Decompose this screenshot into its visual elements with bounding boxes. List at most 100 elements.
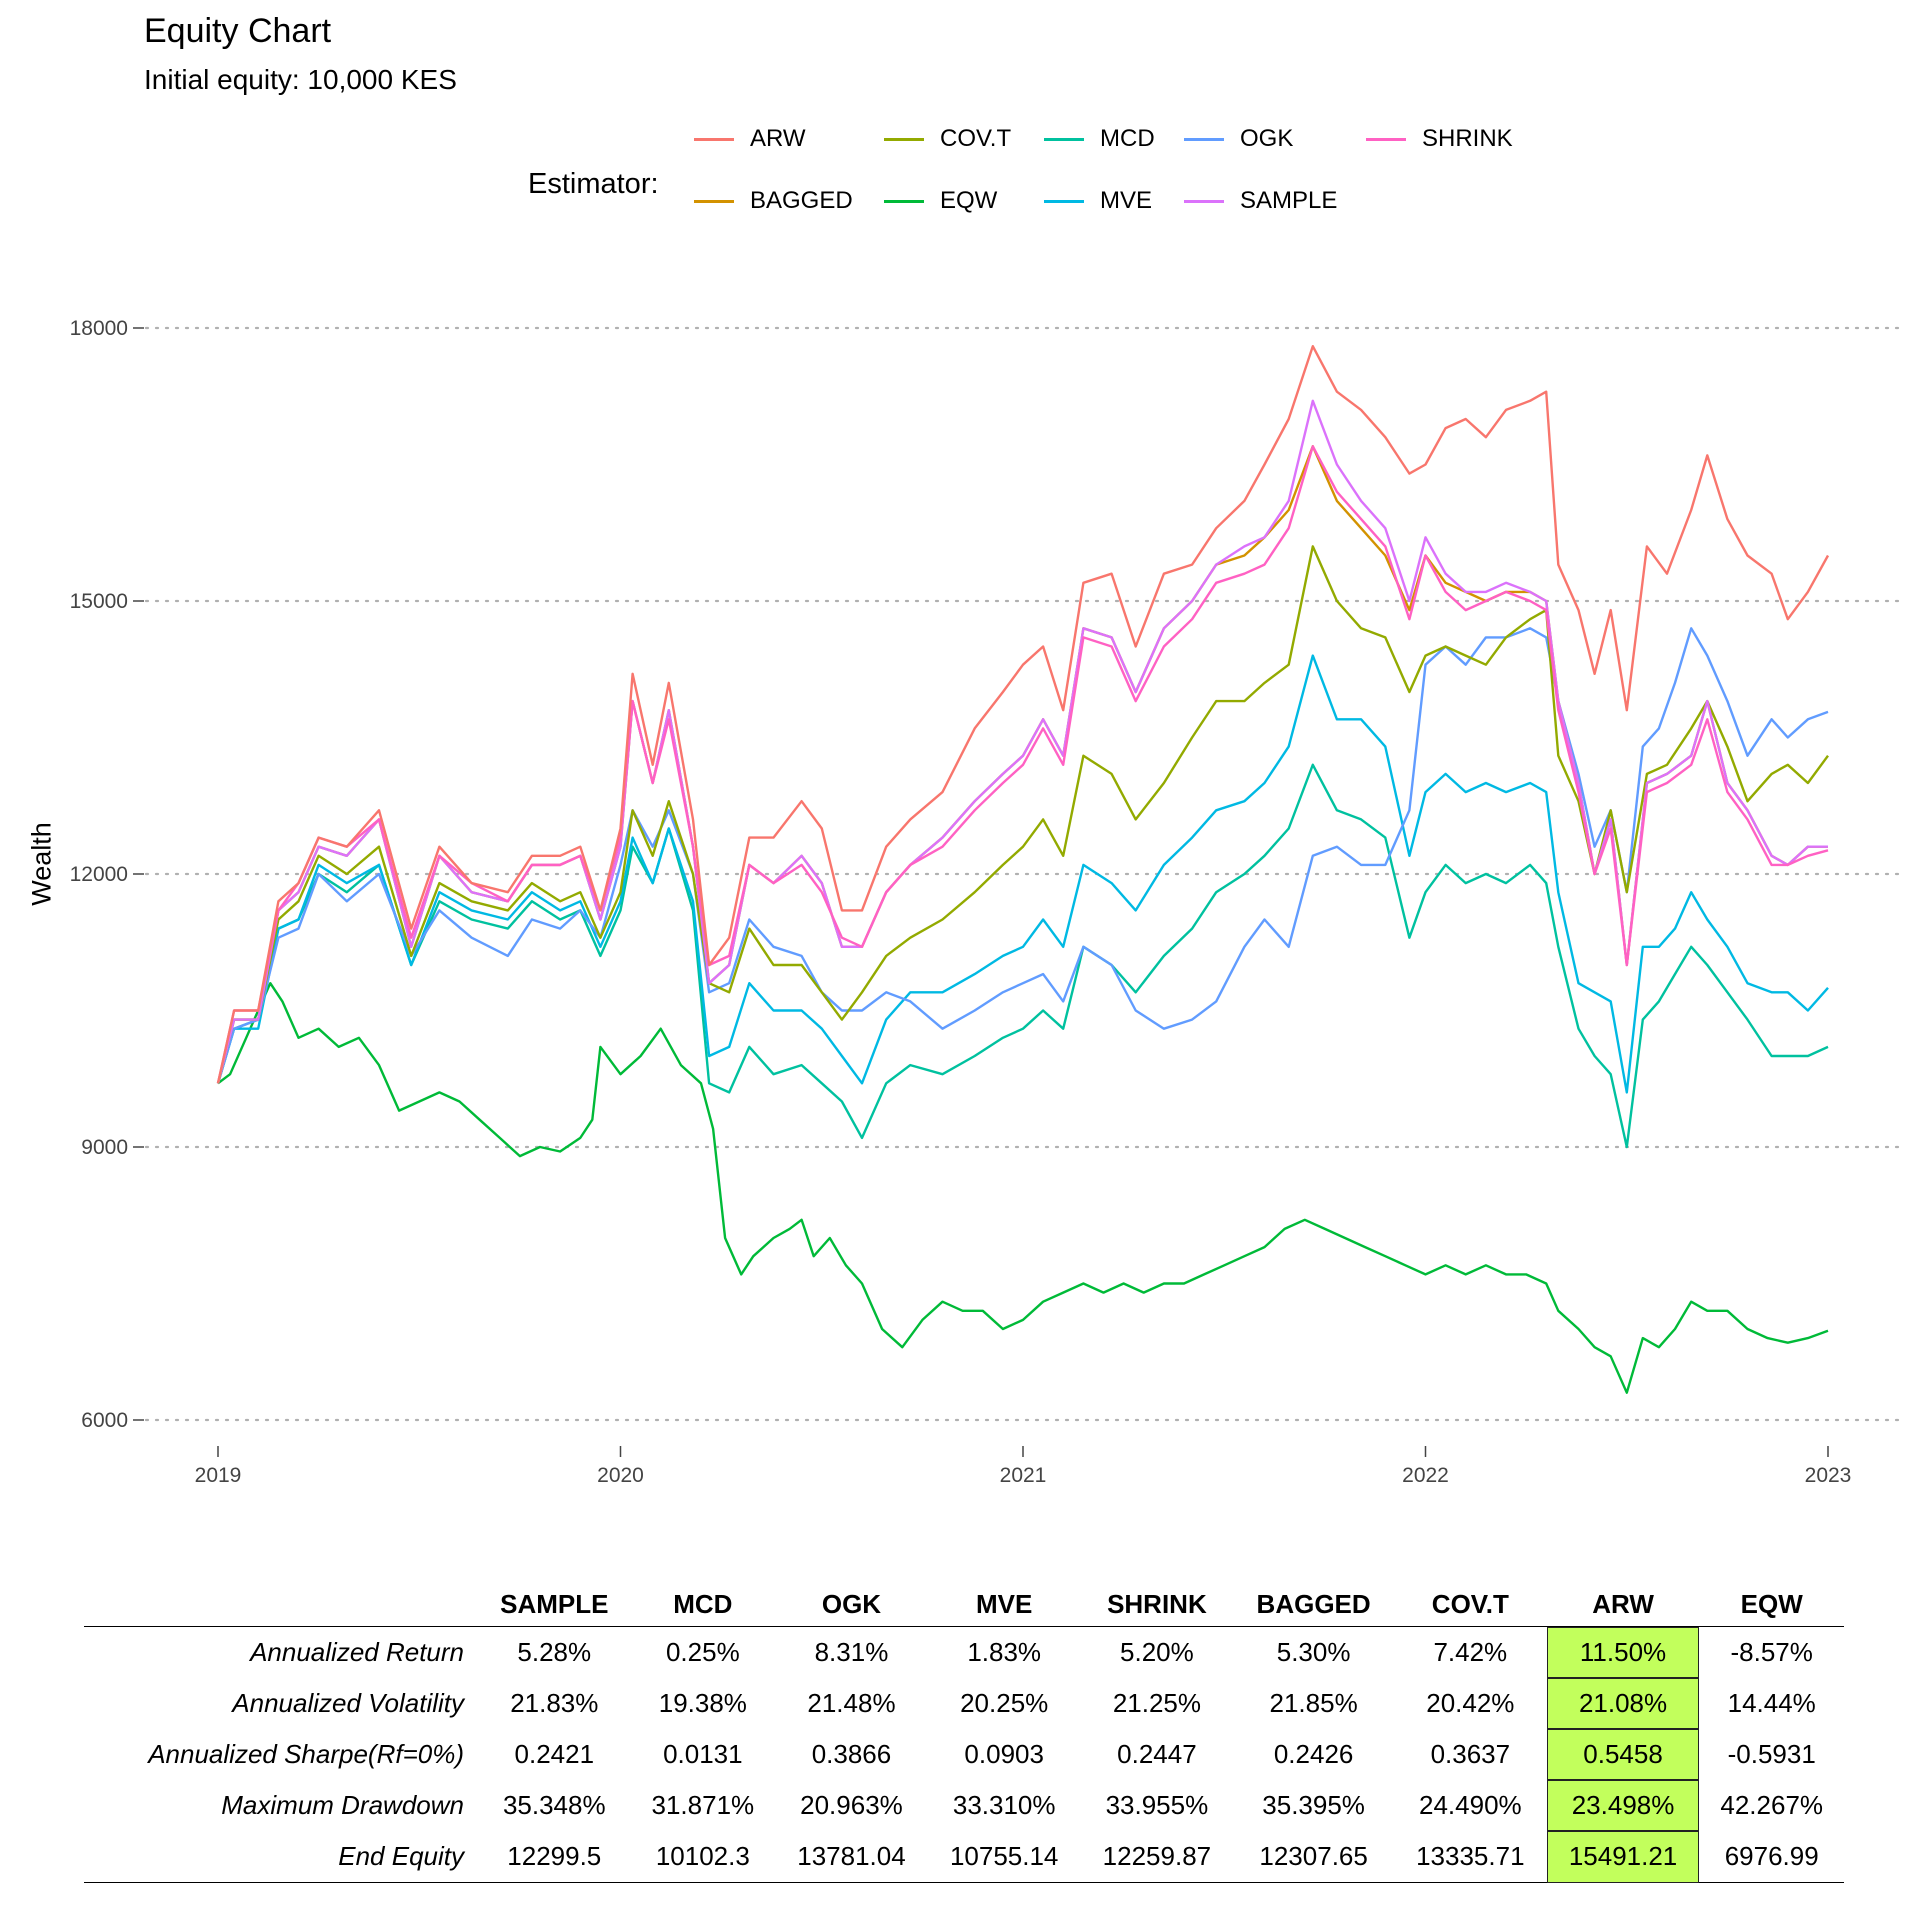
legend-label: OGK: [1240, 125, 1294, 152]
stats-cell: 0.3637: [1430, 1739, 1511, 1769]
stats-column-header: SAMPLE: [500, 1588, 609, 1619]
stats-cell: 13335.71: [1416, 1841, 1525, 1871]
table-row: End Equity 12299.5 10102.3 13781.04 10755.14…: [84, 1831, 1844, 1883]
stats-cell: 20.25%: [960, 1688, 1049, 1718]
x-tick-label: 2023: [1805, 1464, 1852, 1487]
stats-column-header: COV.T: [1431, 1588, 1509, 1619]
stats-corner-cell: [84, 1582, 478, 1627]
stats-cell: 7.42%: [1433, 1637, 1508, 1667]
stats-cell: 35.348%: [502, 1790, 606, 1820]
stats-row-label: Annualized Sharpe(Rf=0%): [148, 1739, 464, 1769]
stats-cell: 12299.5: [507, 1841, 602, 1871]
legend-label: SHRINK: [1422, 125, 1513, 152]
legend-label: COV.T: [940, 125, 1012, 152]
stats-cell: 1.83%: [967, 1637, 1042, 1667]
stats-cell: 42.267%: [1720, 1790, 1824, 1820]
legend-label: MCD: [1100, 125, 1155, 152]
stats-column-header: ARW: [1592, 1588, 1654, 1619]
stats-header-row: SAMPLE MCD OGK MVE SHRINK BAGGED COV.T ARW EQW: [84, 1582, 1844, 1627]
stats-row-label: Annualized Return: [250, 1637, 464, 1667]
x-axis: 2019 2020 2021 2022 2023: [195, 1446, 1852, 1487]
legend-swatch: [1044, 137, 1084, 141]
legend-item-sample: SAMPLE: [1184, 186, 1337, 216]
series-line-ogk: [216, 627, 1829, 1084]
legend-item-bagged: BAGGED: [694, 186, 853, 216]
stats-cell-highlighted: 23.498%: [1546, 1780, 1700, 1831]
stats-cell: 0.2447: [1117, 1739, 1197, 1769]
stats-cell: 6976.99: [1724, 1841, 1819, 1871]
series-line-mve: [216, 654, 1829, 1094]
stats-row-label: Maximum Drawdown: [221, 1790, 464, 1820]
gridlines: [144, 326, 1902, 1422]
legend-swatch: [1184, 137, 1224, 141]
stats-cell: 14.44%: [1727, 1688, 1816, 1718]
legend-label: ARW: [750, 125, 806, 152]
stats-cell-highlighted: 21.08%: [1546, 1678, 1700, 1729]
y-tick-label: 15000: [70, 590, 128, 613]
stats-cell-highlighted: 0.5458: [1546, 1729, 1700, 1780]
table-row: Maximum Drawdown 35.348% 31.871% 20.963% 33.…: [84, 1780, 1844, 1831]
stats-cell: 19.38%: [658, 1688, 747, 1718]
series-line-arw: [216, 345, 1830, 1084]
table-row: Annualized Sharpe(Rf=0%) 0.2421 0.0131 0.38…: [84, 1729, 1844, 1780]
stats-column-header: SHRINK: [1107, 1588, 1207, 1619]
stats-cell: 8.31%: [814, 1637, 889, 1667]
legend-item-mve: MVE: [1044, 186, 1152, 216]
stats-cell: 12307.65: [1259, 1841, 1368, 1871]
table-row: Annualized Volatility 21.83% 19.38% 21.48% 2…: [84, 1678, 1844, 1729]
legend-item-shrink: SHRINK: [1366, 124, 1513, 154]
y-tick-label: 18000: [70, 317, 128, 340]
y-tick-label: 6000: [81, 1409, 128, 1432]
stats-cell: 13781.04: [797, 1841, 906, 1871]
stats-cell: 10102.3: [655, 1841, 750, 1871]
stats-cell: 24.490%: [1419, 1790, 1522, 1820]
stats-cell: 21.48%: [807, 1688, 896, 1718]
series-lines: [216, 345, 1830, 1394]
stats-cell: 0.0903: [964, 1739, 1044, 1769]
stats-column-header: EQW: [1740, 1588, 1803, 1619]
stats-cell: 10755.14: [949, 1841, 1059, 1871]
stats-cell: 21.85%: [1269, 1688, 1358, 1718]
legend-item-covt: COV.T: [884, 124, 1011, 154]
stats-column-header: OGK: [821, 1588, 882, 1619]
x-tick-label: 2022: [1402, 1464, 1449, 1487]
stats-column-header: BAGGED: [1256, 1588, 1371, 1619]
legend-swatch: [884, 199, 924, 203]
series-line-mcd: [216, 763, 1829, 1149]
legend-item-arw: ARW: [694, 124, 806, 154]
stats-column-header: MVE: [976, 1588, 1033, 1619]
stats-cell: -8.57%: [1730, 1637, 1813, 1667]
legend-label: SAMPLE: [1240, 187, 1338, 214]
stats-cell: 31.871%: [651, 1790, 755, 1820]
stats-cell: 0.3866: [811, 1739, 892, 1769]
series-line-eqw: [217, 982, 1829, 1394]
legend-swatch: [1044, 199, 1084, 203]
stats-row-label: End Equity: [338, 1841, 464, 1871]
legend-item-ogk: OGK: [1184, 124, 1293, 154]
y-tick-label: 12000: [70, 863, 128, 886]
stats-cell-highlighted: 15491.21: [1546, 1831, 1700, 1883]
stats-cell-highlighted: 11.50%: [1546, 1626, 1700, 1678]
legend-item-eqw: EQW: [884, 186, 997, 216]
chart-subtitle: Initial equity: 10,000 KES: [144, 64, 457, 95]
stats-cell: 21.25%: [1112, 1688, 1201, 1718]
legend-label: BAGGED: [750, 187, 853, 214]
table-row: Annualized Return 5.28% 0.25% 8.31% 1.83% 5.2…: [84, 1626, 1844, 1678]
performance-stats-table: SAMPLE MCD OGK MVE SHRINK BAGGED COV.T ARW EQW A…: [84, 1582, 1844, 1883]
equity-line-chart: 6000 9000 12000 15000 18000 2019 2020 2021 2022…: [70, 317, 1902, 1487]
legend-title: Estimator:: [528, 168, 659, 200]
stats-row-label: Annualized Volatility: [232, 1688, 464, 1718]
y-tick-label: 9000: [81, 1136, 128, 1159]
legend-item-mcd: MCD: [1044, 124, 1155, 154]
legend-swatch: [1366, 137, 1406, 141]
legend-swatch: [1184, 199, 1224, 203]
stats-cell: 35.395%: [1262, 1790, 1365, 1820]
stats-body: Annualized Return 5.28% 0.25% 8.31% 1.83% 5.2…: [84, 1626, 1844, 1883]
stats-cell: 12259.87: [1102, 1841, 1212, 1871]
x-tick-label: 2020: [597, 1464, 644, 1487]
series-line-shrink: [216, 445, 1829, 1084]
legend-swatch: [884, 137, 924, 141]
stats-cell: 33.310%: [952, 1790, 1056, 1820]
legend-swatch: [694, 137, 734, 141]
legend-label: EQW: [940, 187, 998, 214]
